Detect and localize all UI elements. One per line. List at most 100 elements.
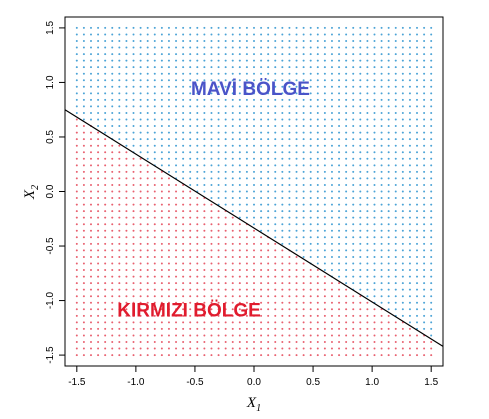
blue-point: [146, 131, 149, 134]
red-point: [238, 269, 241, 272]
blue-point: [153, 125, 156, 128]
blue-point: [380, 236, 383, 239]
blue-point: [430, 118, 433, 121]
blue-point: [316, 242, 319, 245]
blue-point: [430, 138, 433, 141]
red-point: [274, 341, 277, 344]
blue-point: [203, 66, 206, 69]
blue-point: [203, 144, 206, 147]
blue-point: [309, 190, 312, 193]
blue-point: [281, 223, 284, 226]
blue-point: [281, 125, 284, 128]
blue-point: [416, 144, 419, 147]
blue-point: [316, 125, 319, 128]
red-point: [111, 282, 114, 285]
blue-point: [338, 249, 341, 252]
red-point: [167, 288, 170, 291]
red-point: [338, 288, 341, 291]
blue-point: [373, 92, 376, 95]
red-point: [82, 347, 85, 350]
red-point: [97, 255, 100, 258]
red-point: [82, 144, 85, 147]
blue-point: [267, 229, 270, 232]
red-point: [82, 216, 85, 219]
red-point: [160, 183, 163, 186]
blue-point: [281, 111, 284, 114]
blue-point: [175, 39, 178, 42]
blue-point: [182, 66, 185, 69]
blue-point: [408, 308, 411, 311]
red-point: [118, 229, 121, 232]
blue-point: [380, 105, 383, 108]
blue-point: [352, 164, 355, 167]
blue-point: [408, 79, 411, 82]
blue-point: [330, 125, 333, 128]
red-point: [274, 275, 277, 278]
blue-point: [125, 26, 128, 29]
blue-point: [345, 138, 348, 141]
blue-point: [394, 177, 397, 180]
blue-point: [366, 92, 369, 95]
blue-point: [323, 170, 326, 173]
red-point: [316, 301, 319, 304]
red-point: [373, 354, 376, 357]
red-point: [189, 255, 192, 258]
red-point: [153, 190, 156, 193]
red-point: [111, 144, 114, 147]
blue-point: [352, 26, 355, 29]
red-point: [210, 229, 213, 232]
blue-point: [139, 59, 142, 62]
blue-point: [338, 144, 341, 147]
blue-point: [89, 39, 92, 42]
red-point: [75, 157, 78, 160]
red-point: [238, 249, 241, 252]
blue-point: [281, 138, 284, 141]
red-point: [345, 321, 348, 324]
red-point: [167, 301, 170, 304]
blue-point: [274, 92, 277, 95]
red-point: [238, 255, 241, 258]
red-point: [196, 314, 199, 317]
red-point: [224, 354, 227, 357]
blue-point: [394, 229, 397, 232]
blue-point: [359, 190, 362, 193]
red-point: [153, 269, 156, 272]
red-point: [196, 295, 199, 298]
red-point: [160, 236, 163, 239]
red-point: [97, 347, 100, 350]
red-point: [97, 144, 100, 147]
red-point: [366, 308, 369, 311]
blue-point: [359, 105, 362, 108]
blue-point: [330, 111, 333, 114]
red-point: [260, 288, 263, 291]
red-point: [153, 301, 156, 304]
red-point: [146, 242, 149, 245]
red-point: [182, 229, 185, 232]
blue-point: [394, 79, 397, 82]
blue-point: [380, 53, 383, 56]
x-tick-label: 0.0: [247, 377, 261, 388]
blue-point: [345, 242, 348, 245]
blue-point: [338, 229, 341, 232]
red-point: [330, 321, 333, 324]
blue-point: [345, 33, 348, 36]
blue-point: [373, 53, 376, 56]
blue-point: [359, 85, 362, 88]
blue-point: [316, 157, 319, 160]
red-point: [75, 255, 78, 258]
blue-point: [316, 170, 319, 173]
blue-point: [238, 125, 241, 128]
blue-point: [224, 164, 227, 167]
blue-point: [139, 79, 142, 82]
red-point: [160, 354, 163, 357]
blue-point: [224, 46, 227, 49]
blue-point: [338, 92, 341, 95]
red-point: [238, 321, 241, 324]
blue-point: [302, 66, 305, 69]
red-point: [175, 275, 178, 278]
red-point: [210, 327, 213, 330]
red-point: [203, 288, 206, 291]
red-point: [167, 341, 170, 344]
red-point: [224, 334, 227, 337]
blue-point: [253, 53, 255, 56]
